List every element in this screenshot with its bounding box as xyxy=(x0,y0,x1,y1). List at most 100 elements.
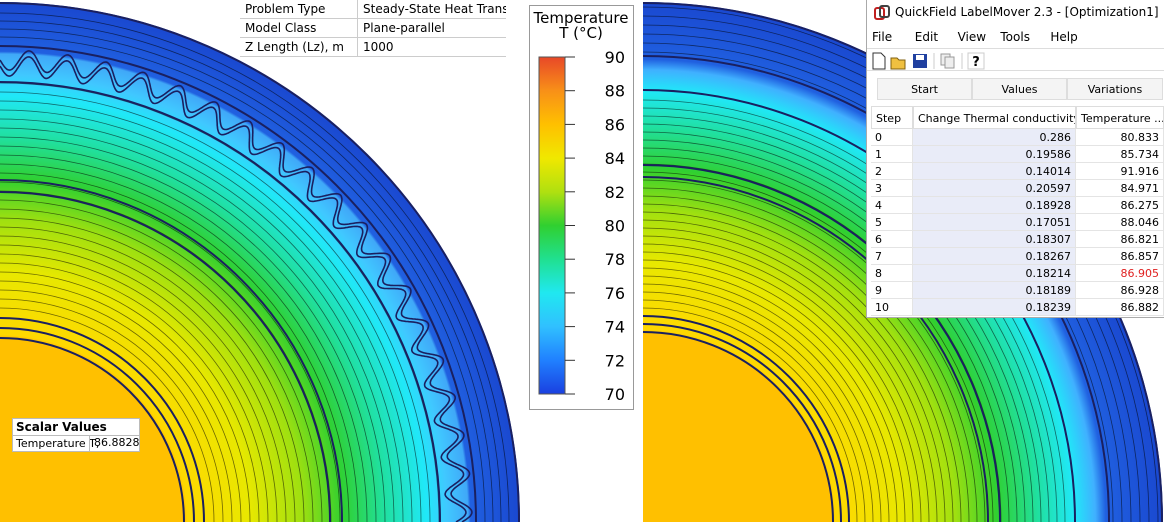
grid-cell: 0.18239 xyxy=(913,299,1076,316)
boundary-line xyxy=(0,81,441,522)
results-grid: Step Change Thermal conductivity... Temper… xyxy=(871,106,1164,318)
grid-cell: 2 xyxy=(871,163,913,180)
menu-item[interactable]: Tools xyxy=(1000,30,1030,44)
grid-cell: 91.916 xyxy=(1076,163,1164,180)
grid-cell: 0.18307 xyxy=(913,231,1076,248)
legend-tick-label: 82 xyxy=(605,183,625,202)
legend-tick-label: 72 xyxy=(605,351,625,370)
property-name: Z Length (Lz), m xyxy=(240,38,357,57)
scalar-label: Temperature T, xyxy=(16,437,100,450)
svg-text:?: ? xyxy=(972,55,980,70)
contour-line xyxy=(0,172,350,522)
contour-line xyxy=(0,298,224,522)
divider xyxy=(13,435,139,436)
menu-item[interactable]: View xyxy=(957,30,987,44)
grid-cell: 0.19586 xyxy=(913,146,1076,163)
grid-cell: 86.275 xyxy=(1076,197,1164,214)
contour-line xyxy=(0,226,296,522)
contour-line xyxy=(0,307,215,522)
grid-cell: 86.882 xyxy=(1076,299,1164,316)
legend-tick-label: 80 xyxy=(605,217,625,236)
help-button[interactable]: ? xyxy=(967,52,985,70)
grid-cell: 0.18928 xyxy=(913,197,1076,214)
column-header: Step xyxy=(871,106,913,129)
grid-cell: 8 xyxy=(871,265,913,282)
contour-line xyxy=(643,299,866,522)
menu-item[interactable]: Edit xyxy=(914,30,939,44)
copy-button[interactable] xyxy=(940,53,955,69)
window-title: QuickField LabelMover 2.3 - [Optimizatio… xyxy=(895,5,1159,19)
contour-line xyxy=(643,251,914,522)
grid-cell: 0.18267 xyxy=(913,248,1076,265)
column-header: Temperature ... xyxy=(1076,106,1164,129)
contour-line xyxy=(0,28,494,522)
legend-tick-label: 88 xyxy=(605,82,625,101)
contour-line xyxy=(643,235,930,522)
grid-cell: 0.18189 xyxy=(913,282,1076,299)
contour-line xyxy=(0,100,422,522)
menu-item[interactable]: Help xyxy=(1050,30,1078,44)
scalar-title: Scalar Values xyxy=(16,420,107,434)
boundary-line xyxy=(0,191,331,522)
contour-line xyxy=(0,36,486,522)
grid-cell: 0 xyxy=(871,129,913,146)
contour-line xyxy=(643,243,922,522)
contour-line xyxy=(0,235,287,522)
contour-line xyxy=(643,283,882,522)
contour-line xyxy=(0,271,251,522)
grid-cell: 85.734 xyxy=(1076,146,1164,163)
contour-line xyxy=(0,244,278,522)
grid-cell: 0.20597 xyxy=(913,180,1076,197)
legend-tick-label: 70 xyxy=(605,385,625,404)
color-legend: Temperature T (°C) 90 88 86 84 82 80 78 76 74 72 7… xyxy=(529,5,634,410)
grid-cell: 84.971 xyxy=(1076,180,1164,197)
contour-line xyxy=(0,199,323,522)
grid-cell: 0.14014 xyxy=(913,163,1076,180)
grid-cell: 80.833 xyxy=(1076,129,1164,146)
contour-line xyxy=(0,163,359,522)
contour-line xyxy=(0,289,233,522)
menu-bar: File Edit View Tools Help xyxy=(867,28,1164,48)
contour-line xyxy=(0,154,368,522)
grid-cell: 10 xyxy=(871,299,913,316)
cable-outline xyxy=(0,50,473,522)
boundary-line xyxy=(643,323,842,522)
contour-line xyxy=(0,118,404,522)
contour-line xyxy=(643,267,898,522)
contour-line xyxy=(643,291,874,522)
legend-tick-label: 86 xyxy=(605,115,625,134)
grid-cell: 86.905 xyxy=(1076,265,1164,282)
property-value: Steady-State Heat Transfer xyxy=(357,0,506,19)
contour-line xyxy=(0,253,269,522)
legend-unit: T (°C) xyxy=(558,24,603,42)
contour-line xyxy=(0,262,260,522)
contour-line xyxy=(0,136,386,522)
field-plot-left xyxy=(0,2,520,522)
labelmover-window: QuickField LabelMover 2.3 - [Optimizatio… xyxy=(866,0,1164,318)
boundary-line xyxy=(0,2,520,522)
boundary-line xyxy=(0,179,343,522)
grid-cell: 9 xyxy=(871,282,913,299)
contour-line xyxy=(0,91,431,522)
column-header: Change Thermal conductivity... xyxy=(913,106,1076,129)
toolbar: ? xyxy=(867,48,1164,71)
open-button[interactable] xyxy=(890,57,906,70)
scalar-value: 86.8828 xyxy=(89,436,140,451)
boundary-line xyxy=(0,327,195,522)
contour-line xyxy=(0,109,413,522)
contour-line xyxy=(0,208,314,522)
grid-cell: 3 xyxy=(871,180,913,197)
column-group-header: Start xyxy=(877,78,972,100)
scalar-values-box: Scalar Values Temperature T, 86.8828 xyxy=(12,418,140,452)
new-button[interactable] xyxy=(872,52,886,70)
grid-cell: 6 xyxy=(871,231,913,248)
save-button[interactable] xyxy=(913,54,927,68)
grid-cell: 4 xyxy=(871,197,913,214)
grid-cell: 86.928 xyxy=(1076,282,1164,299)
contour-line xyxy=(643,227,938,522)
menu-item[interactable]: File xyxy=(872,30,893,44)
contour-line xyxy=(0,20,502,522)
grid-cell: 86.857 xyxy=(1076,248,1164,265)
